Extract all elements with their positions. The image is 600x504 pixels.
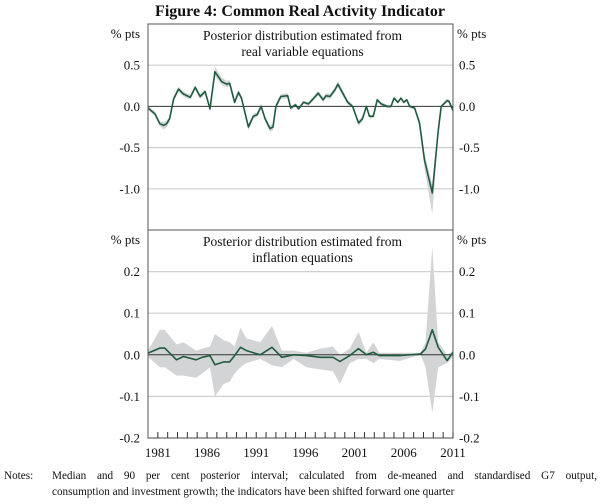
median-line [147,329,454,366]
y-tick-label-left: 0.1 [124,306,140,321]
x-tick-label: 1981 [145,445,171,460]
x-tick-label: 2011 [440,445,466,460]
panel-2: 0.2 0.2 0.1 0.1 0.0 0.0 -0.1 -0.1 -0.2 -0.2 % pts%… [111,229,486,460]
posterior-interval-band [148,246,453,413]
y-tick-label-left: -0.2 [119,431,140,446]
y-tick-label-right: -0.1 [459,389,480,404]
figure-title: Figure 4: Common Real Activity Indicator [155,3,445,20]
y-tick-label-right: -0.2 [459,431,480,446]
y-tick-label-left: 0.0 [124,347,140,362]
plot-frame [147,229,454,439]
y-tick-label-left: 0.2 [124,264,140,279]
y-tick-label-right: 0.2 [459,264,475,279]
y-axis-unit-left: % pts [111,26,140,41]
x-tick-label: 2006 [391,445,418,460]
median-line [147,71,454,194]
panel-title: Posterior distribution estimated from [203,234,403,249]
y-tick-label-left: 0.0 [124,99,140,114]
x-tick-label: 1991 [243,445,269,460]
y-tick-label-right: -0.5 [459,140,480,155]
y-tick-label-left: -0.1 [119,389,140,404]
notes-line-2: consumption and investment growth; the i… [52,486,455,498]
y-tick-label-left: 0.5 [124,58,140,73]
y-tick-label-right: -1.0 [459,181,480,196]
panel-title: inflation equations [252,250,353,265]
y-tick-label-left: -1.0 [119,181,140,196]
y-axis-unit-right: % pts [457,232,486,247]
y-tick-label-right: 0.1 [459,306,475,321]
x-tick-label: 1996 [292,445,319,460]
figure-chart: Figure 4: Common Real Activity Indicator… [111,3,487,460]
y-tick-label-right: 0.0 [459,347,475,362]
y-tick-label-right: 0.5 [459,58,475,73]
y-tick-label-left: -0.5 [119,140,140,155]
panel-title: Posterior distribution estimated from [203,28,403,43]
notes-line-1: Median and 90 per cent posterior interva… [52,470,597,482]
y-tick-label-right: 0.0 [459,99,475,114]
x-tick-label: 2001 [342,445,368,460]
panel-title: real variable equations [241,44,363,59]
panel-1: 0.5 0.5 0.0 0.0 -0.5 -0.5 -1.0 -1.0 % pts % pts Po… [111,23,486,231]
x-tick-label: 1986 [194,445,221,460]
y-axis-unit-right: % pts [457,26,486,41]
y-axis-unit-left: % pts [111,232,140,247]
notes-label: Notes: [4,470,34,482]
